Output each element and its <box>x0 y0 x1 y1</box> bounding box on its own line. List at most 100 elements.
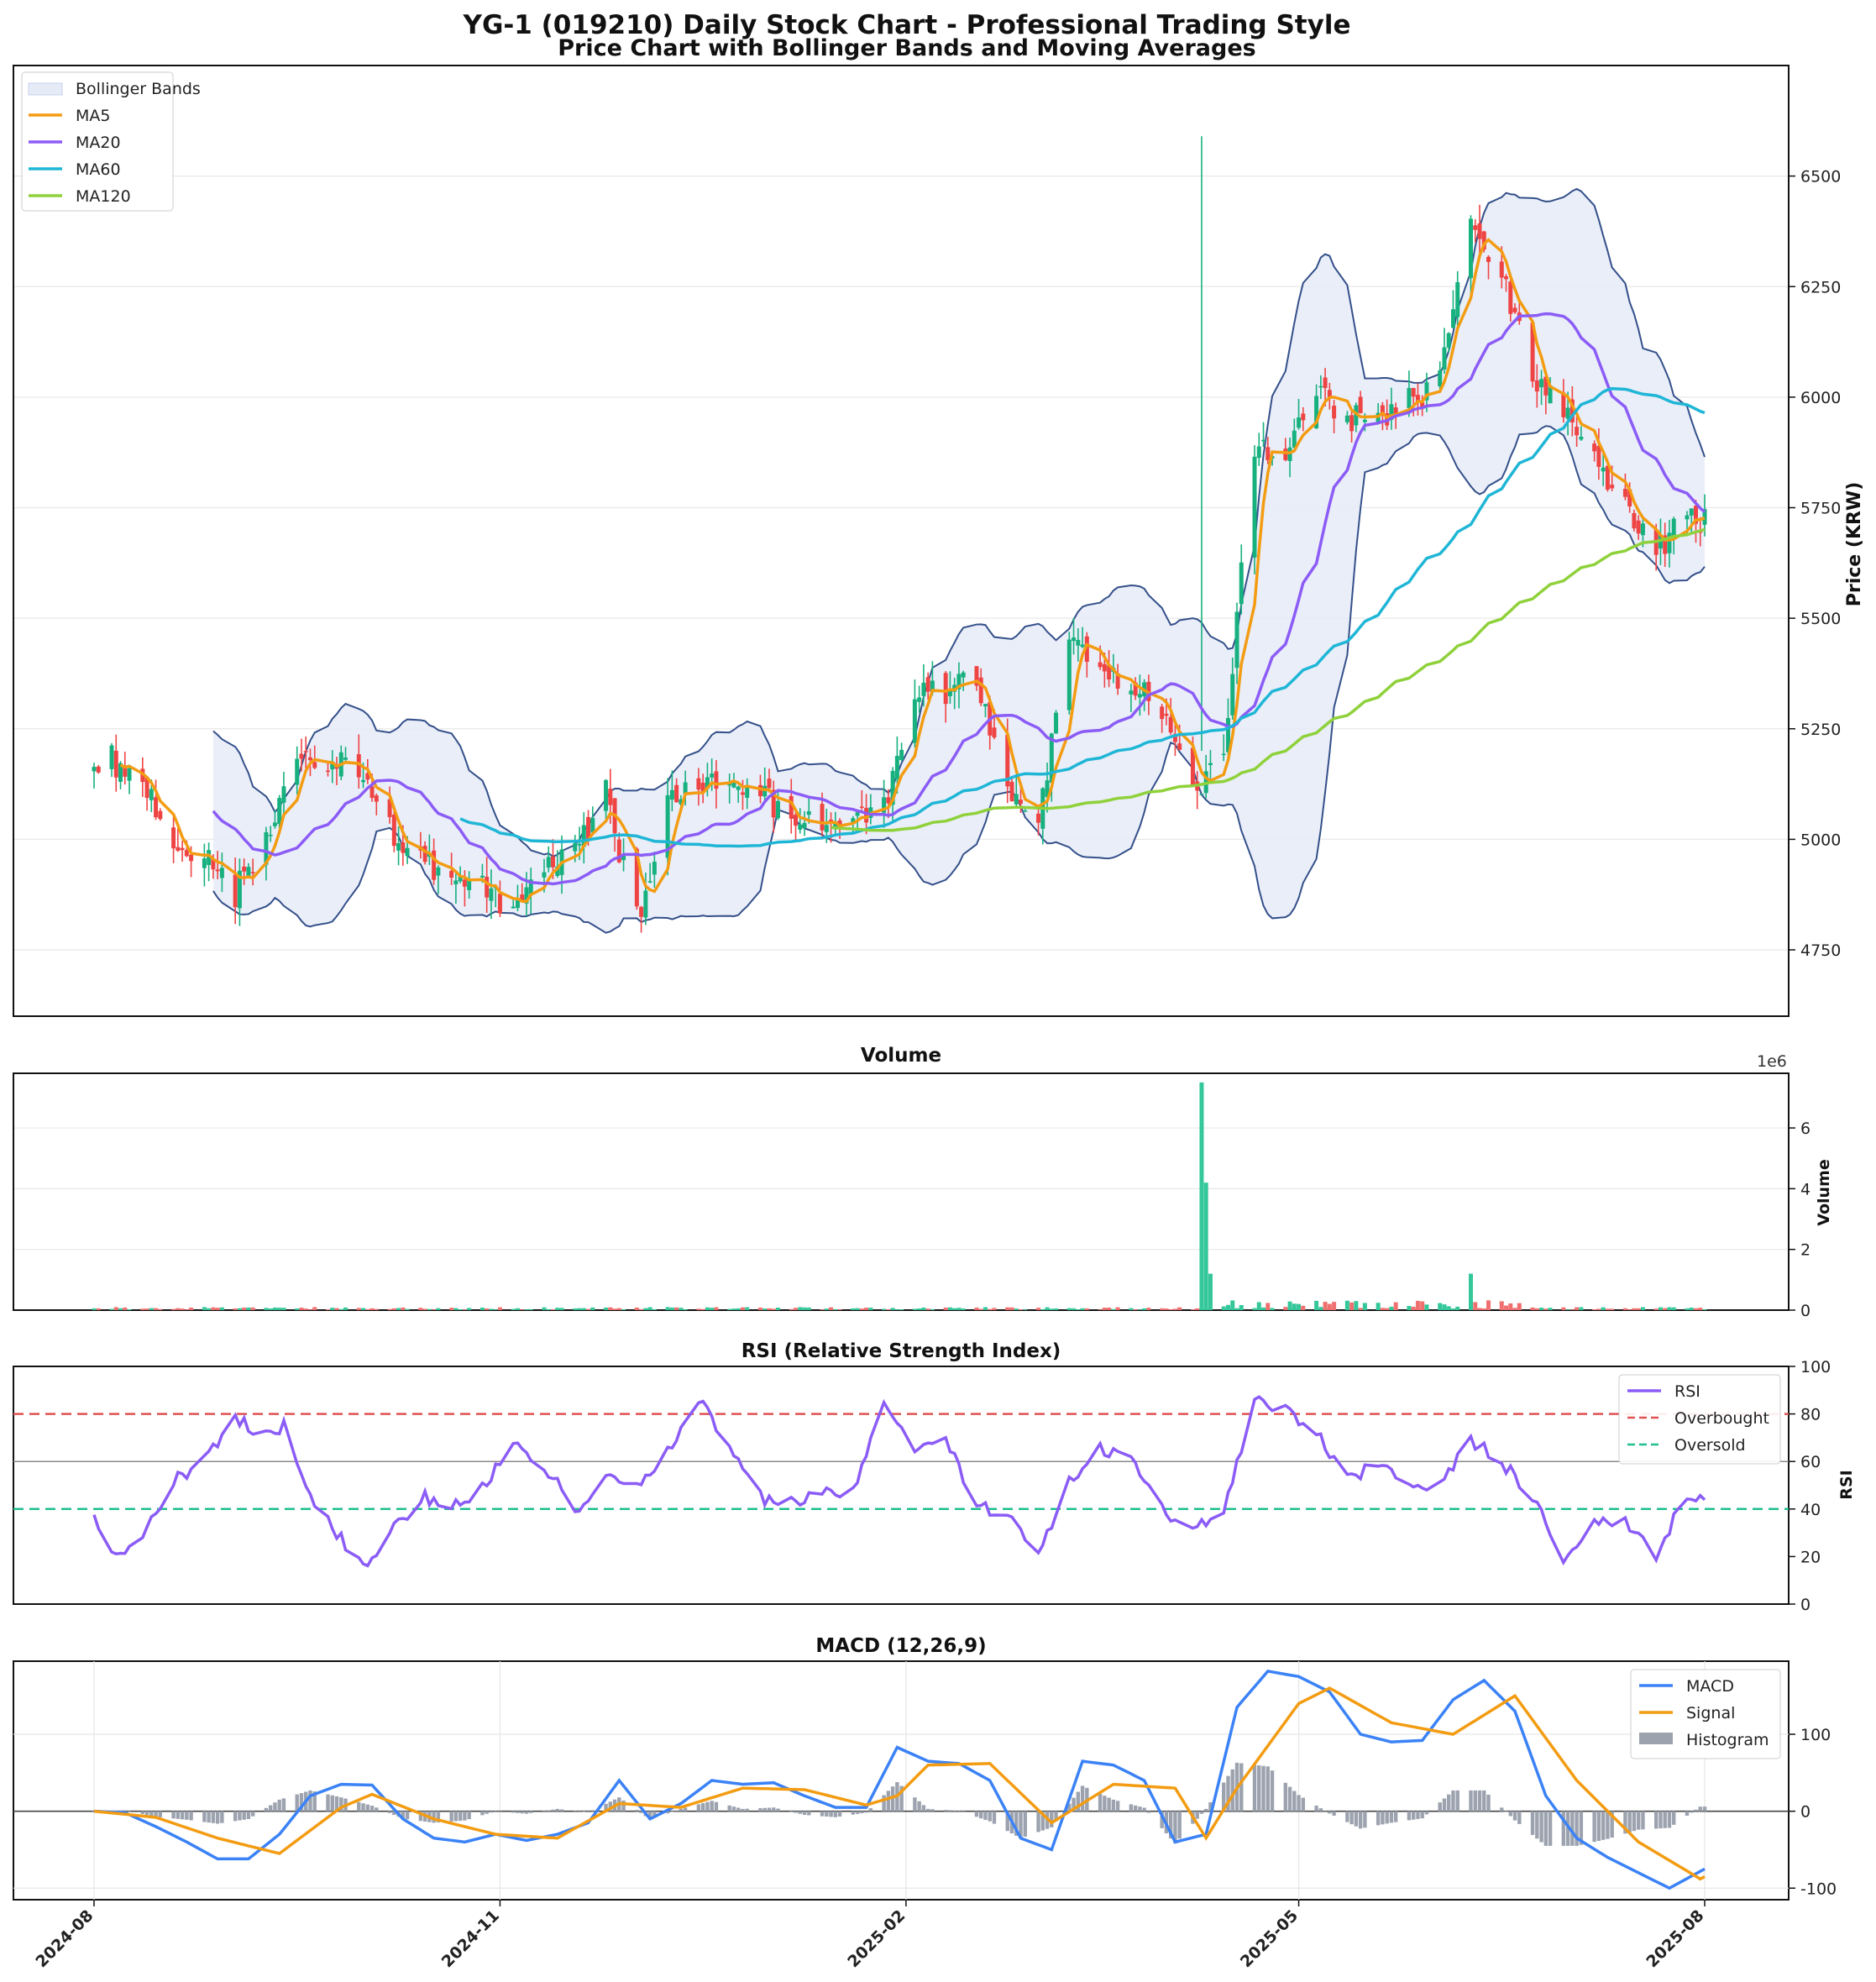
candle-body <box>1415 395 1420 402</box>
volume-bar <box>1072 1308 1077 1310</box>
volume-bar <box>387 1308 392 1310</box>
macd-histogram-bar <box>1376 1811 1381 1826</box>
candle-body <box>334 766 339 769</box>
volume-bar <box>1698 1308 1703 1310</box>
macd-histogram-bar <box>833 1811 838 1817</box>
candle-body <box>312 762 317 768</box>
candle-body <box>528 879 533 894</box>
volume-bar <box>1172 1308 1177 1310</box>
macd-histogram-bar <box>860 1811 864 1814</box>
signal-line <box>93 1686 1706 1881</box>
volume-bar <box>1014 1308 1019 1310</box>
macd-panel: -100 0 100 2024-08 2024-11 2025-02 2025-05 2025… <box>13 1660 1837 1971</box>
macd-histogram-bar <box>1332 1811 1336 1816</box>
macd-ytick-label: 0 <box>1800 1803 1810 1822</box>
volume-bar <box>250 1307 255 1310</box>
volume-bar <box>652 1308 657 1310</box>
macd-histogram-bar <box>405 1811 410 1820</box>
volume-offset-label: 1e6 <box>1757 1052 1787 1071</box>
volume-bar <box>1543 1308 1548 1310</box>
candle-body <box>422 846 427 863</box>
volume-bar <box>917 1308 922 1310</box>
macd-histogram-bar <box>1115 1801 1120 1812</box>
volume-bar <box>581 1308 586 1310</box>
candle-body <box>590 817 595 833</box>
candle-body <box>882 797 887 813</box>
macd-histogram-bar <box>1381 1811 1385 1825</box>
candle-body <box>757 784 762 797</box>
candle-body <box>1076 639 1081 646</box>
candle-body <box>1622 488 1627 497</box>
macd-histogram-bar <box>268 1805 273 1812</box>
volume-bar <box>921 1307 926 1310</box>
macd-histogram-bar <box>1451 1790 1455 1812</box>
candle-body <box>458 875 463 882</box>
volume-bar <box>542 1307 547 1310</box>
macd-histogram-bar <box>1530 1811 1535 1835</box>
candle-body <box>1530 322 1535 382</box>
candle-body <box>479 875 485 878</box>
volume-bar <box>202 1307 207 1310</box>
candle-body <box>219 868 224 878</box>
volume-bar <box>462 1309 467 1310</box>
candle-body <box>176 847 181 852</box>
candle-body <box>1565 407 1570 419</box>
volume-bar <box>149 1308 154 1310</box>
volume-bar <box>1203 1182 1208 1310</box>
macd-histogram-bar <box>1672 1811 1676 1825</box>
macd-histogram-bar <box>943 1810 948 1812</box>
macd-histogram-bar <box>767 1807 772 1812</box>
volume-bar <box>338 1308 343 1310</box>
volume-bar <box>647 1307 652 1310</box>
candle-body <box>365 773 370 780</box>
candle-body <box>1054 712 1059 734</box>
macd-histogram-bar <box>1297 1795 1301 1812</box>
volume-bar <box>621 1308 626 1310</box>
volume-bar <box>890 1308 895 1310</box>
volume-bar <box>1693 1308 1698 1310</box>
x-tick-label: 2025-02 <box>844 1906 909 1971</box>
candle-body <box>361 779 366 783</box>
ma5-line <box>119 238 1706 904</box>
candle-body <box>789 795 794 819</box>
macd-histogram-bar <box>794 1811 798 1813</box>
macd-histogram-bar <box>1076 1791 1081 1812</box>
macd-histogram-bar <box>211 1811 216 1823</box>
volume-bar <box>118 1308 123 1310</box>
volume-bar <box>1561 1307 1566 1310</box>
volume-bar <box>489 1308 494 1310</box>
candle-body <box>621 853 626 861</box>
candle-body <box>1667 532 1672 553</box>
volume-bar <box>550 1308 555 1310</box>
volume-bar <box>330 1308 335 1310</box>
volume-bar <box>1420 1301 1425 1310</box>
volume-bar <box>974 1307 979 1310</box>
volume-bar <box>1658 1307 1663 1310</box>
candle-body <box>1168 716 1173 733</box>
macd-histogram-bar <box>250 1811 255 1817</box>
macd-histogram-bar <box>1385 1811 1389 1824</box>
macd-histogram-bar <box>1469 1790 1473 1812</box>
candle-body <box>432 850 437 880</box>
macd-histogram-bar <box>1694 1809 1698 1812</box>
macd-histogram-bar <box>1283 1782 1287 1812</box>
candle-body <box>1477 223 1482 239</box>
macd-histogram-bar <box>956 1811 962 1812</box>
macd-histogram-bar <box>1050 1811 1054 1827</box>
volume-bar <box>1473 1302 1478 1310</box>
macd-plot-frame <box>13 1660 1790 1901</box>
macd-histogram-bar <box>745 1808 749 1812</box>
candle-body <box>1172 733 1177 742</box>
macd-histogram-bar <box>652 1811 657 1818</box>
macd-histogram-bar <box>547 1810 551 1812</box>
candle-body <box>462 879 467 887</box>
volume-bar <box>714 1307 719 1310</box>
x-tick-label: 2024-11 <box>438 1906 503 1971</box>
volume-bar <box>868 1308 873 1310</box>
candle-body <box>1252 456 1257 558</box>
candle-body <box>1297 417 1302 428</box>
legend-label-ma120: MA120 <box>76 187 131 206</box>
candle-body <box>1221 753 1226 756</box>
candle-body <box>1115 673 1120 690</box>
candle-body <box>679 799 684 805</box>
